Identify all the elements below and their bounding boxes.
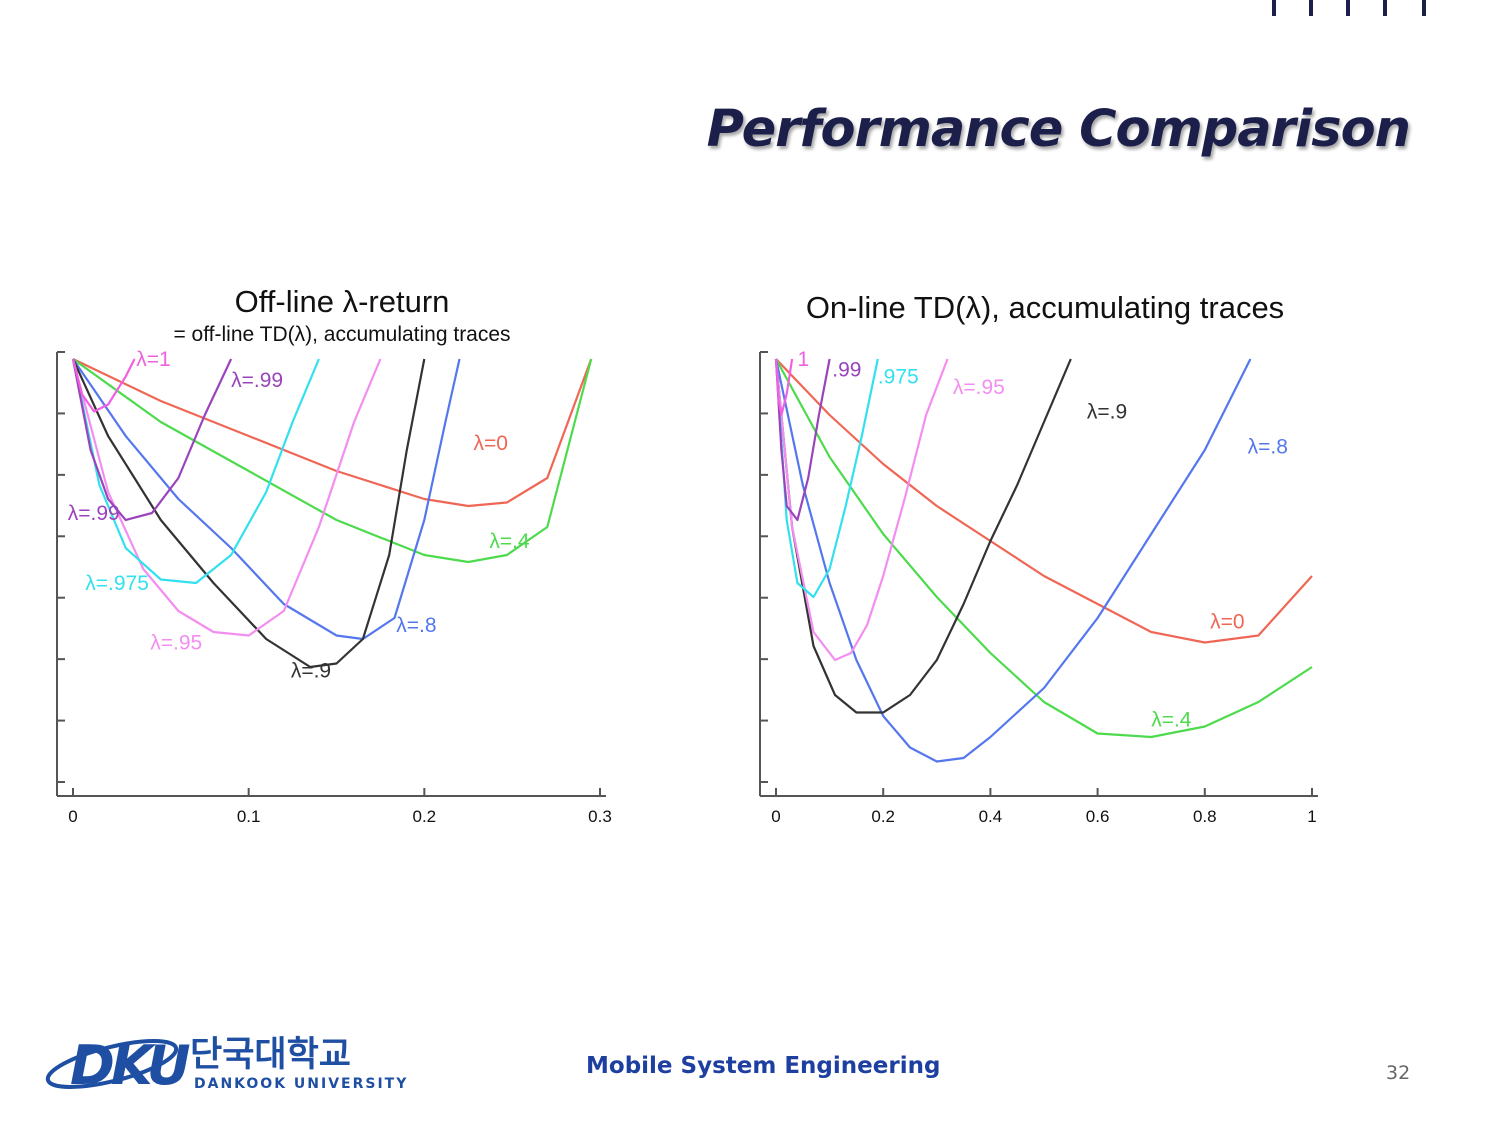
series-line <box>71 358 382 637</box>
top-tick-marks <box>1272 0 1426 16</box>
footer-course-title: Mobile System Engineering <box>586 1053 941 1079</box>
series-line <box>72 358 593 564</box>
series-line <box>774 358 831 522</box>
x-tick-label: 0.3 <box>588 807 612 826</box>
x-tick-label: 0.4 <box>979 807 1003 826</box>
series-line <box>775 358 1313 739</box>
page-number: 32 <box>1386 1062 1411 1084</box>
series-line <box>774 358 879 599</box>
chart-title: On-line TD(λ), accumulating traces <box>806 290 1284 325</box>
x-tick-label: 0.2 <box>413 807 437 826</box>
series-line <box>71 358 136 413</box>
curve-label: λ=.8 <box>1248 436 1288 459</box>
logo-mark: DKU <box>70 1034 190 1097</box>
curve-label: λ=0 <box>1210 611 1244 634</box>
curve-label: 1 <box>797 348 809 371</box>
curve-label: λ=.8 <box>396 614 436 637</box>
logo-korean-text: 단국대학교 <box>190 1035 351 1075</box>
curve-label: λ=.9 <box>291 660 331 683</box>
curve-label: λ=.99 <box>231 369 283 392</box>
curve-label: λ=.4 <box>489 530 530 553</box>
curve-label: λ=1 <box>136 348 170 371</box>
chart-offline-lambda-return: Off-line λ-return = off-line TD(λ), accum… <box>40 270 640 840</box>
curve-label: λ=.99 <box>68 502 120 525</box>
x-tick-label: 0 <box>68 807 77 826</box>
x-tick-label: 0.1 <box>237 807 261 826</box>
series-line <box>72 358 461 641</box>
series-line <box>774 358 794 417</box>
curve-label: λ=.95 <box>150 632 202 655</box>
chart-svg: Off-line λ-return = off-line TD(λ), accum… <box>56 284 612 826</box>
dankook-university-logo: DKU 단국대학교 DANKOOK UNIVERSITY <box>45 1034 408 1097</box>
x-tick-label: 0.2 <box>871 807 895 826</box>
chart-subtitle: = off-line TD(λ), accumulating traces <box>173 323 510 346</box>
series-line <box>774 358 1252 763</box>
series-line <box>71 358 320 585</box>
chart-title: Off-line λ-return <box>235 284 450 319</box>
x-tick-label: 1 <box>1307 807 1316 826</box>
chart-online-td-lambda: On-line TD(λ), accumulating traces 0 0.2 0.… <box>740 270 1340 840</box>
series-line <box>775 358 1313 644</box>
chart-svg: On-line TD(λ), accumulating traces 0 0.2 0.… <box>759 290 1318 826</box>
series-line <box>71 358 233 522</box>
curve-label: λ=.9 <box>1087 401 1127 424</box>
series-line <box>774 358 949 662</box>
x-tick-label: 0.8 <box>1193 807 1217 826</box>
curve-label: λ=.4 <box>1151 709 1192 732</box>
curve-label: λ=0 <box>474 432 508 455</box>
slide-title: Performance Comparison <box>706 100 1411 159</box>
curve-label: λ=.975 <box>85 572 149 595</box>
x-tick-label: 0 <box>771 807 780 826</box>
curve-label: .975 <box>878 366 919 389</box>
x-tick-label: 0.6 <box>1086 807 1110 826</box>
curve-label: .99 <box>832 359 861 382</box>
curve-label: λ=.95 <box>953 376 1005 399</box>
logo-english-text: DANKOOK UNIVERSITY <box>194 1076 408 1092</box>
series-line <box>774 358 1072 714</box>
series-line <box>71 358 426 669</box>
series-line <box>72 358 593 508</box>
